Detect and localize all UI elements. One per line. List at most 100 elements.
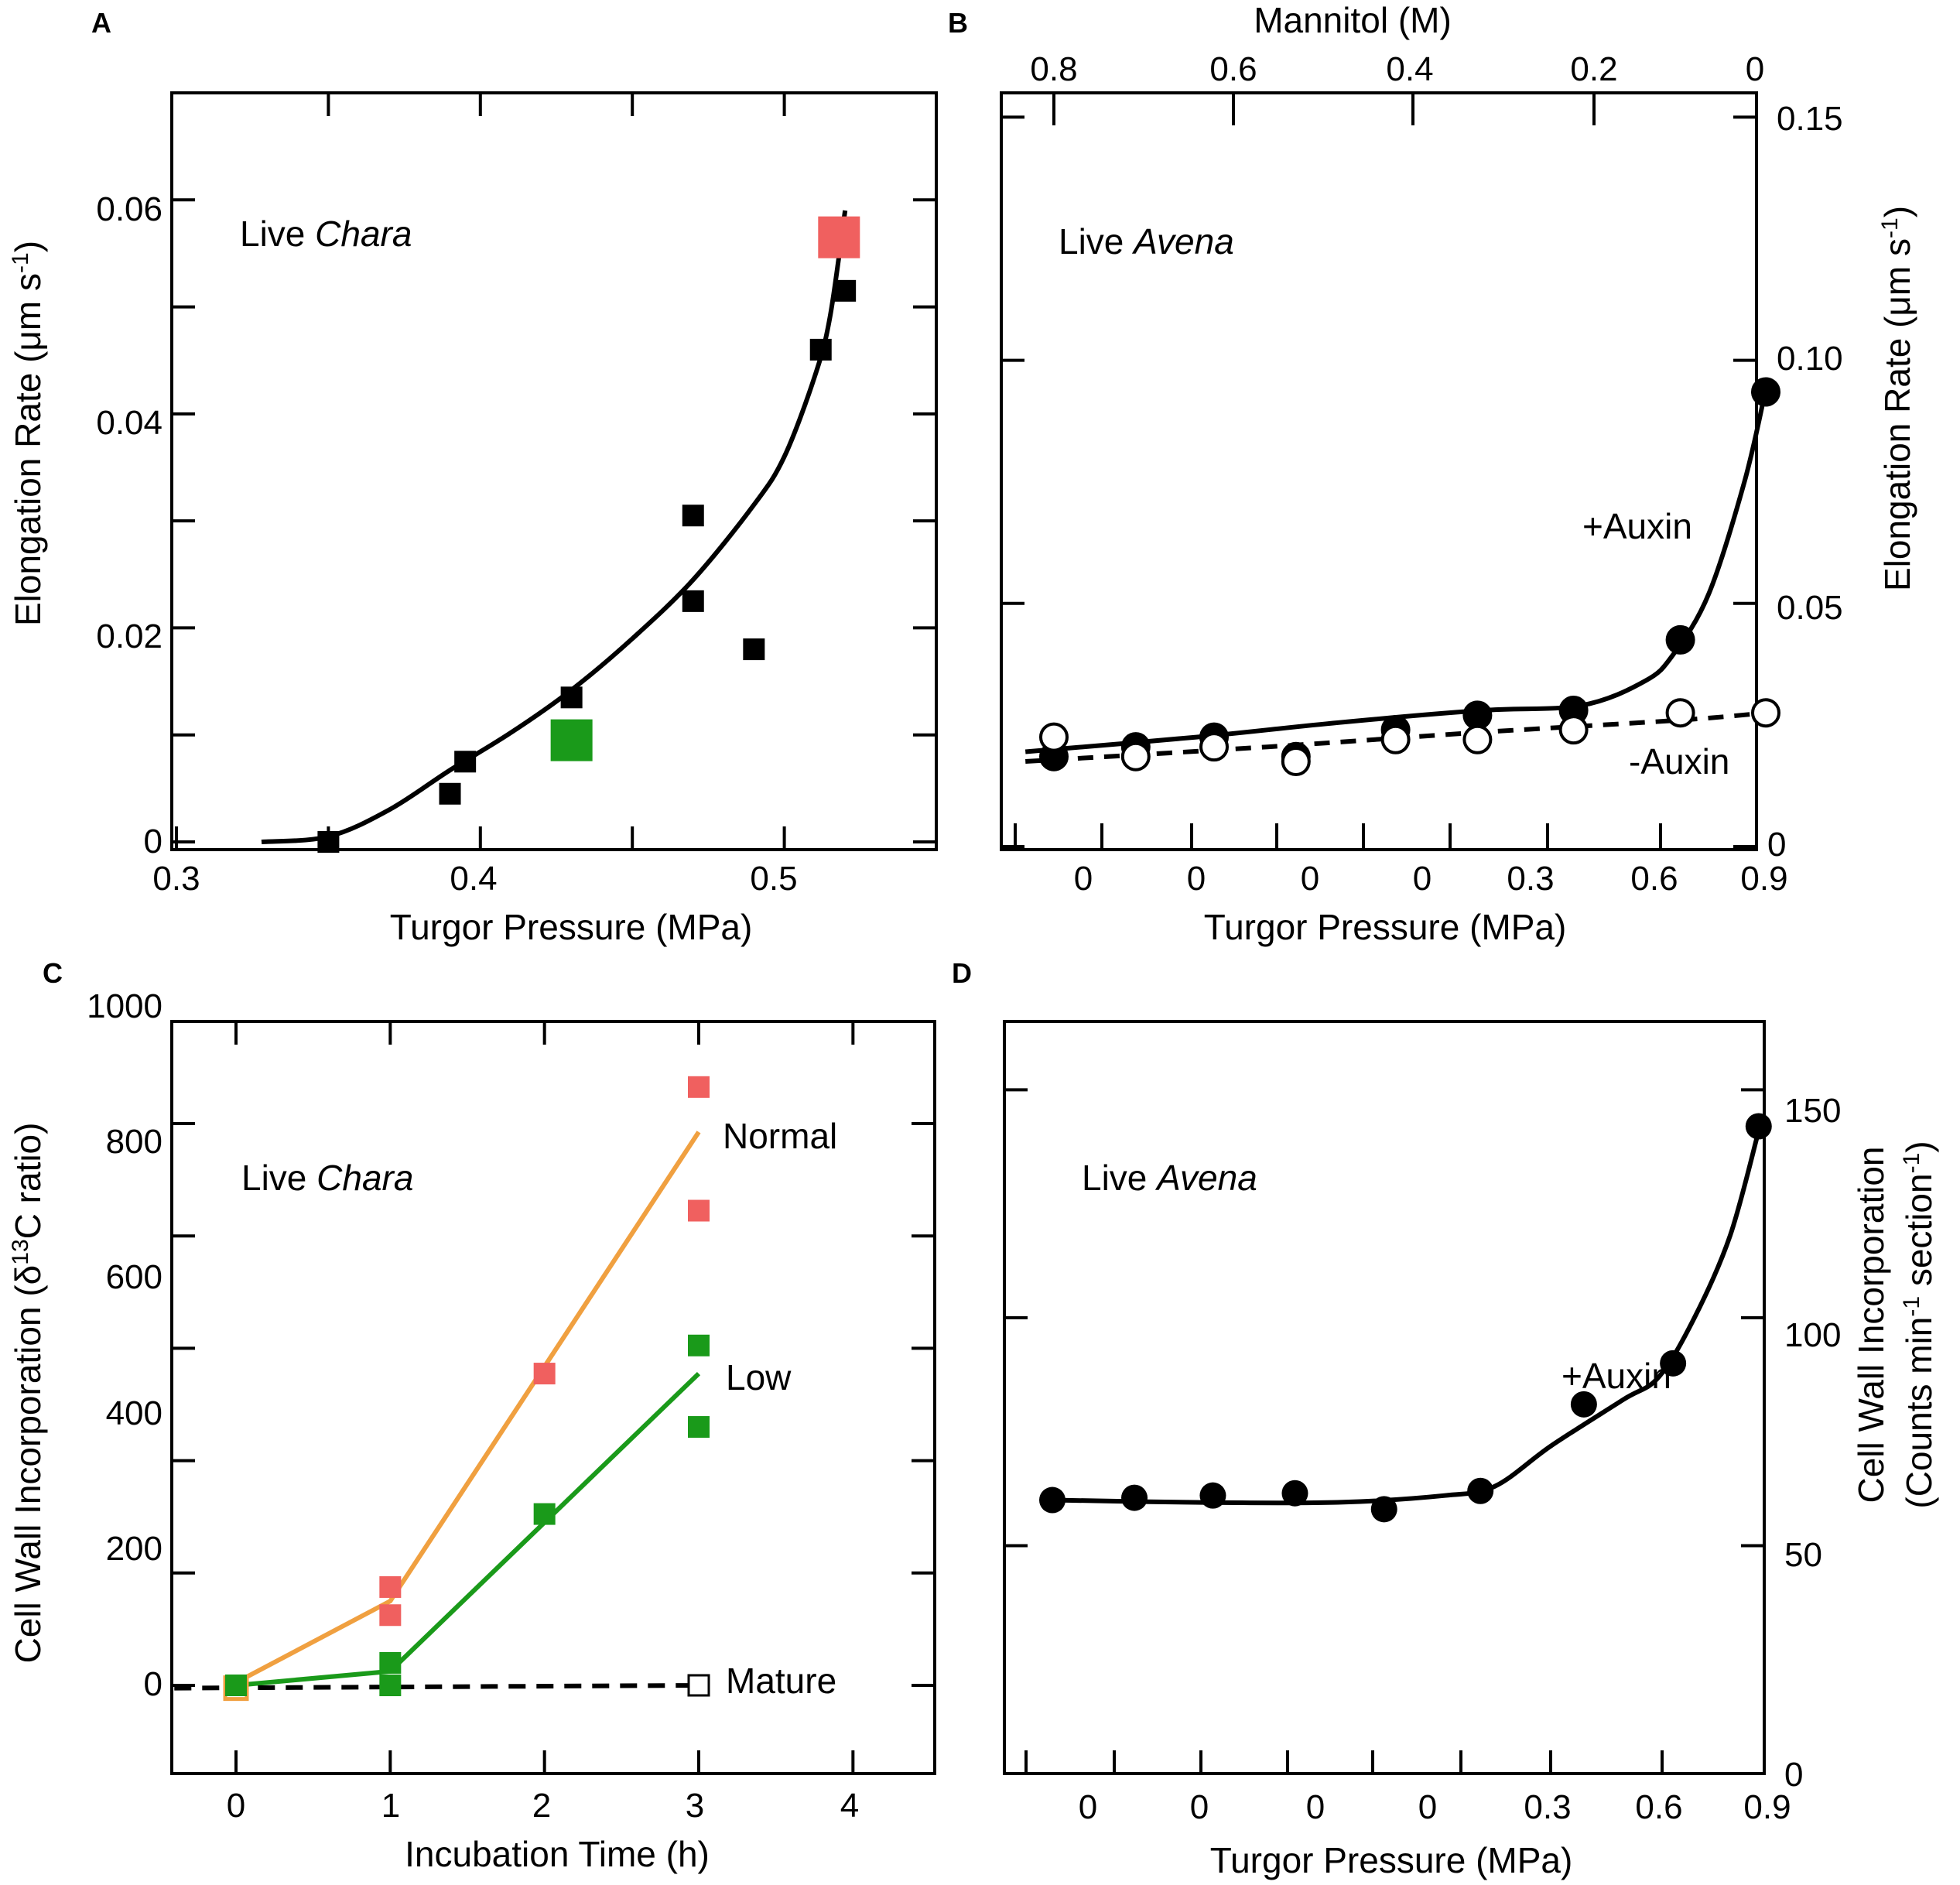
data-point-c-normal-1 [379, 1575, 402, 1598]
y-axis-label-d-line1: Cell Wall Incorporation [1851, 1146, 1891, 1503]
panel-b: B Mannitol (M) 0.8 0.6 0.4 0.2 0 0 0 0 0… [948, 0, 1917, 947]
series-label-c-low: Low [726, 1357, 792, 1398]
x-tick-c-3: 3 [686, 1787, 704, 1825]
x-tick-d-1: 0 [1190, 1788, 1209, 1826]
annotation-a: Live Chara [240, 214, 412, 254]
data-point-d-6 [1570, 1391, 1597, 1418]
y-tick-a-3: 0.06 [96, 190, 162, 228]
plot-area-d [1039, 1113, 1772, 1523]
x-tick-c-1: 1 [381, 1787, 400, 1825]
data-point-c-low-2 [379, 1675, 402, 1696]
data-point-c-low-5 [688, 1416, 710, 1439]
x-tick-b-6: 0.9 [1740, 860, 1787, 898]
data-point-a-s0-6 [743, 638, 765, 661]
series-label-b-plus-auxin: +Auxin [1582, 506, 1692, 546]
data-point-b-minus-7 [1665, 698, 1695, 728]
top-tick-b-2: 0.4 [1386, 50, 1433, 88]
annotation-c: Live Chara [241, 1158, 413, 1198]
panel-letter-c: C [43, 957, 63, 989]
data-point-a-s0-1 [439, 782, 461, 805]
top-axis-label-b: Mannitol (M) [1254, 0, 1452, 40]
y-tick-d-1: 50 [1784, 1536, 1822, 1574]
data-point-d-2 [1199, 1482, 1226, 1509]
data-point-d-5 [1467, 1477, 1494, 1504]
data-point-c-low-0 [225, 1675, 247, 1696]
fit-curve-a [261, 210, 848, 844]
data-point-d-1 [1121, 1484, 1148, 1511]
top-tick-b-1: 0.6 [1209, 50, 1257, 88]
data-point-c-normal-3 [533, 1363, 556, 1385]
panel-c: C 0 1 2 3 4 0 200 400 600 800 1000 Incub… [8, 957, 936, 1874]
x-tick-c-4: 4 [840, 1787, 859, 1825]
data-point-c-low-4 [688, 1334, 710, 1356]
data-point-b-minus-3 [1281, 747, 1311, 777]
plot-frame-b [1000, 91, 1758, 851]
ticks-b [1001, 93, 1758, 850]
y-tick-c-3: 600 [106, 1258, 162, 1296]
ticks-c [172, 1021, 935, 1774]
x-tick-b-0: 0 [1074, 860, 1093, 898]
x-tick-b-5: 0.6 [1630, 860, 1678, 898]
data-point-a-s0-8 [834, 279, 857, 302]
data-point-b-plus-8 [1751, 377, 1780, 407]
curve-d-plus-auxin [1052, 1130, 1761, 1506]
y-tick-a-1: 0.02 [96, 618, 162, 655]
data-point-c-low-3 [533, 1503, 556, 1525]
data-point-d-8 [1745, 1113, 1772, 1140]
x-tick-b-3: 0 [1413, 860, 1432, 898]
curve-b-plus-auxin [1024, 388, 1768, 754]
y-axis-label-c: Cell Wall Incorporation (δ13C ratio) [8, 1123, 48, 1664]
y-tick-d-0: 0 [1784, 1756, 1803, 1794]
x-tick-d-3: 0 [1418, 1788, 1437, 1826]
y-tick-c-2: 400 [106, 1394, 162, 1432]
data-point-c-normal-2 [379, 1604, 402, 1627]
data-point-a-s1-0 [818, 216, 860, 258]
y-tick-d-3: 150 [1784, 1092, 1841, 1130]
plot-frame-d [1003, 1020, 1766, 1775]
x-tick-a-1: 0.4 [450, 860, 497, 898]
y-tick-a-2: 0.04 [96, 404, 162, 442]
data-point-b-minus-1 [1120, 741, 1151, 771]
x-tick-d-2: 0 [1306, 1788, 1325, 1826]
data-point-b-minus-5 [1462, 724, 1493, 754]
line-c-mature [174, 1683, 700, 1691]
data-point-b-plus-7 [1665, 624, 1695, 655]
panel-d: D 0 0 0 0 0.3 0.6 0.9 0 50 100 150 Turgo… [952, 957, 1939, 1880]
y-axis-label-a: Elongation Rate (μm s-1) [8, 241, 48, 626]
x-tick-b-1: 0 [1187, 860, 1206, 898]
annotation-b: Live Avena [1059, 221, 1234, 262]
y-axis-label-b: Elongation Rate (μm s-1) [1877, 206, 1917, 591]
data-point-b-minus-4 [1380, 724, 1411, 754]
top-tick-b-3: 0.2 [1570, 50, 1617, 88]
x-tick-a-2: 0.5 [750, 860, 797, 898]
y-tick-c-5: 1000 [87, 987, 162, 1025]
plot-frame-c [170, 1020, 936, 1775]
data-point-b-minus-6 [1558, 715, 1589, 745]
x-axis-label-a: Turgor Pressure (MPa) [390, 907, 753, 947]
data-point-d-0 [1039, 1486, 1066, 1514]
x-tick-c-2: 2 [532, 1787, 551, 1825]
data-point-c-mature-0 [687, 1674, 710, 1697]
y-tick-c-4: 800 [106, 1123, 162, 1161]
data-point-b-minus-2 [1199, 732, 1229, 762]
x-tick-b-4: 0.3 [1507, 860, 1554, 898]
x-axis-label-c: Incubation Time (h) [405, 1834, 710, 1874]
plot-area-c [174, 1076, 710, 1702]
x-tick-a-0: 0.3 [152, 860, 200, 898]
ticks-d [1004, 1088, 1766, 1774]
line-c-low [235, 1371, 701, 1688]
data-point-d-3 [1281, 1480, 1308, 1507]
x-tick-b-2: 0 [1301, 860, 1319, 898]
data-point-d-4 [1370, 1496, 1397, 1523]
series-label-b-minus-auxin: -Auxin [1629, 741, 1729, 782]
x-axis-label-b: Turgor Pressure (MPa) [1204, 907, 1567, 947]
line-c-normal [234, 1131, 701, 1685]
data-point-a-s0-5 [682, 505, 704, 527]
y-tick-c-0: 0 [144, 1665, 162, 1703]
plot-area-a [261, 210, 860, 853]
x-tick-d-0: 0 [1079, 1788, 1097, 1826]
y-tick-b-0: 0 [1767, 826, 1786, 864]
data-point-a-s2-0 [550, 719, 593, 761]
data-point-b-plus-5 [1462, 700, 1493, 730]
